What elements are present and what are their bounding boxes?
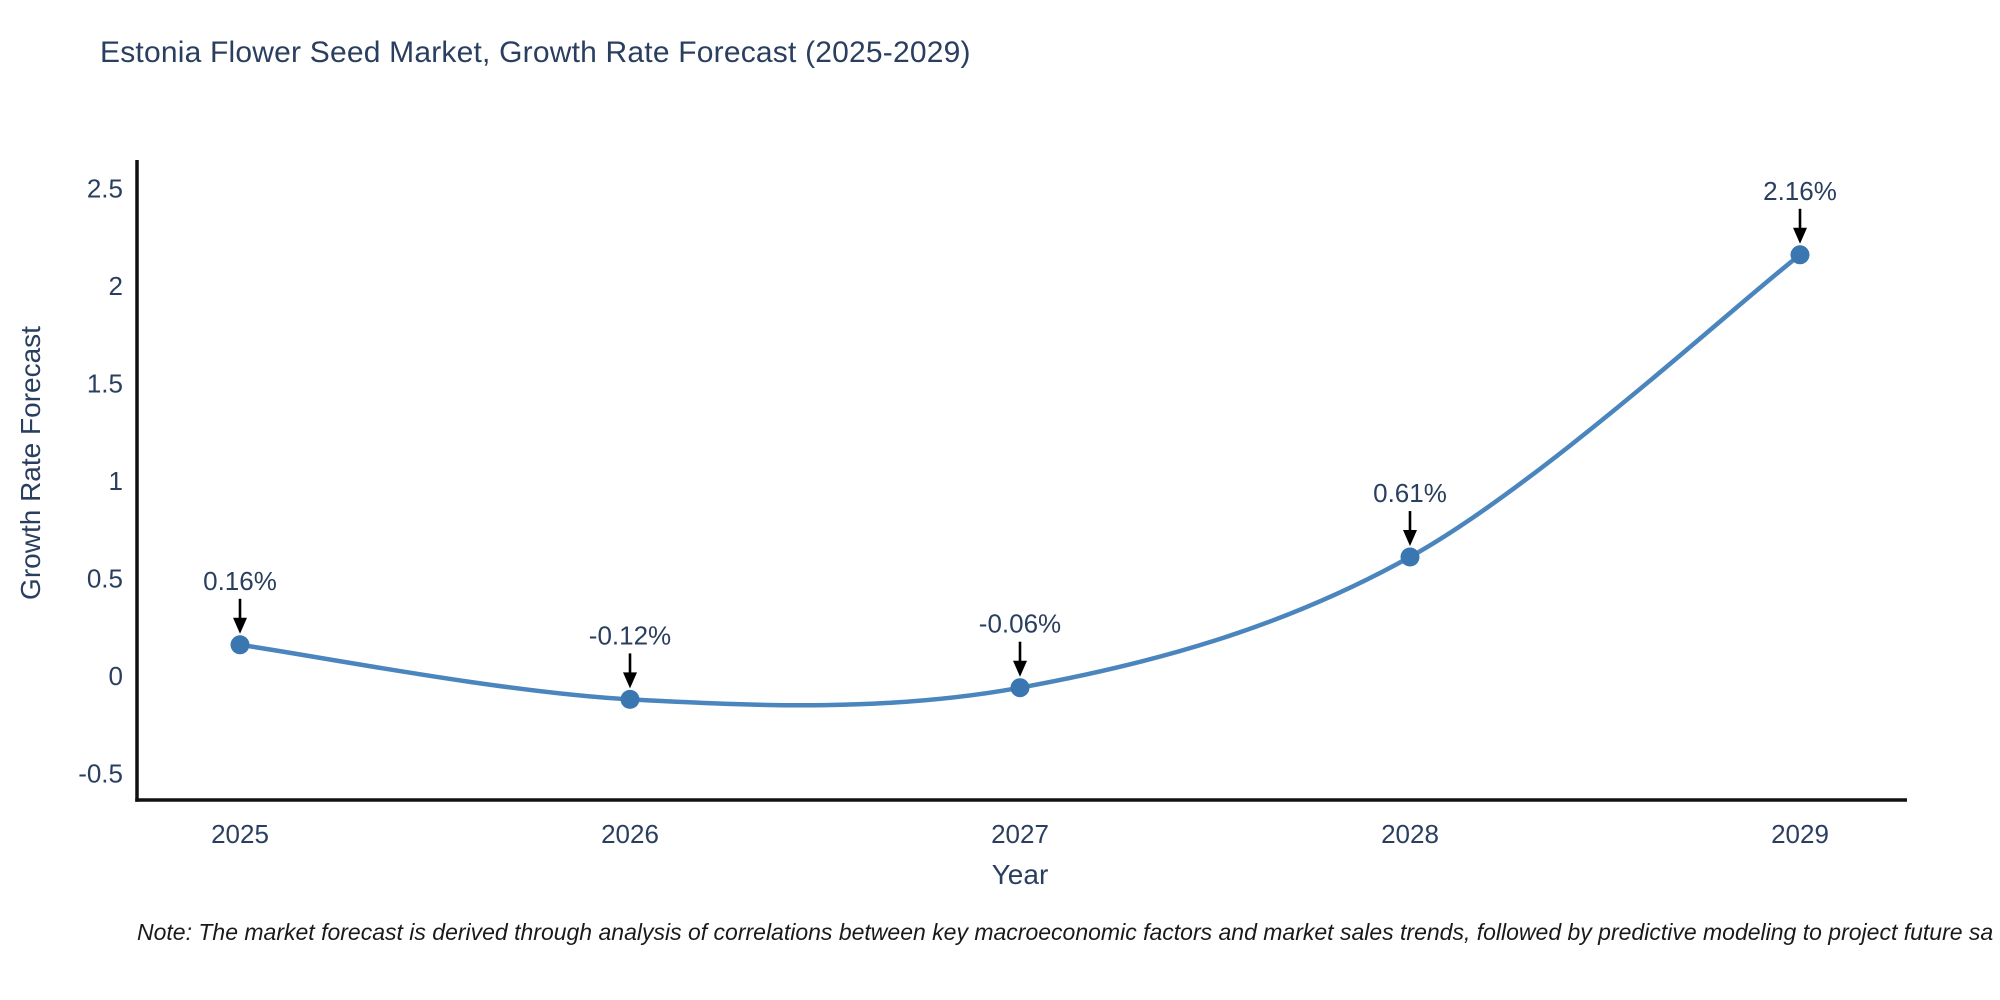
x-axis-title: Year — [992, 859, 1049, 890]
data-point-marker — [1010, 678, 1030, 698]
y-tick-label: 0 — [109, 661, 123, 691]
annotation-arrow-head-icon — [1793, 227, 1807, 244]
x-tick-label: 2027 — [991, 819, 1049, 849]
y-tick-label: 0.5 — [87, 564, 123, 594]
annotation-arrow-head-icon — [623, 672, 637, 689]
y-tick-label: 2.5 — [87, 174, 123, 204]
data-point-label: -0.06% — [979, 609, 1061, 639]
y-tick-label: 1.5 — [87, 369, 123, 399]
data-point-label: -0.12% — [589, 620, 671, 650]
forecast-line-series — [237, 252, 1803, 708]
x-tick-label: 2025 — [211, 819, 269, 849]
data-point-marker — [1790, 245, 1810, 265]
annotation-arrow-head-icon — [1013, 660, 1027, 677]
x-tick-label: 2026 — [601, 819, 659, 849]
y-axis-title: Growth Rate Forecast — [15, 326, 46, 600]
y-tick-label: 1 — [109, 466, 123, 496]
data-point-label: 0.16% — [203, 566, 277, 596]
annotation-arrow-head-icon — [1403, 530, 1417, 547]
y-tick-label: 2 — [109, 271, 123, 301]
chart-footnote: Note: The market forecast is derived thr… — [137, 919, 1994, 945]
data-point-label: 2.16% — [1763, 176, 1837, 206]
data-point-label: 0.61% — [1373, 478, 1447, 508]
chart-title: Estonia Flower Seed Market, Growth Rate … — [100, 36, 971, 69]
y-tick-label: -0.5 — [78, 759, 123, 789]
data-point-marker — [230, 635, 250, 655]
x-tick-label: 2028 — [1381, 819, 1439, 849]
annotation-arrow-head-icon — [233, 617, 247, 634]
x-tick-label: 2029 — [1771, 819, 1829, 849]
data-point-marker — [620, 689, 640, 709]
data-point-marker — [1400, 547, 1420, 567]
